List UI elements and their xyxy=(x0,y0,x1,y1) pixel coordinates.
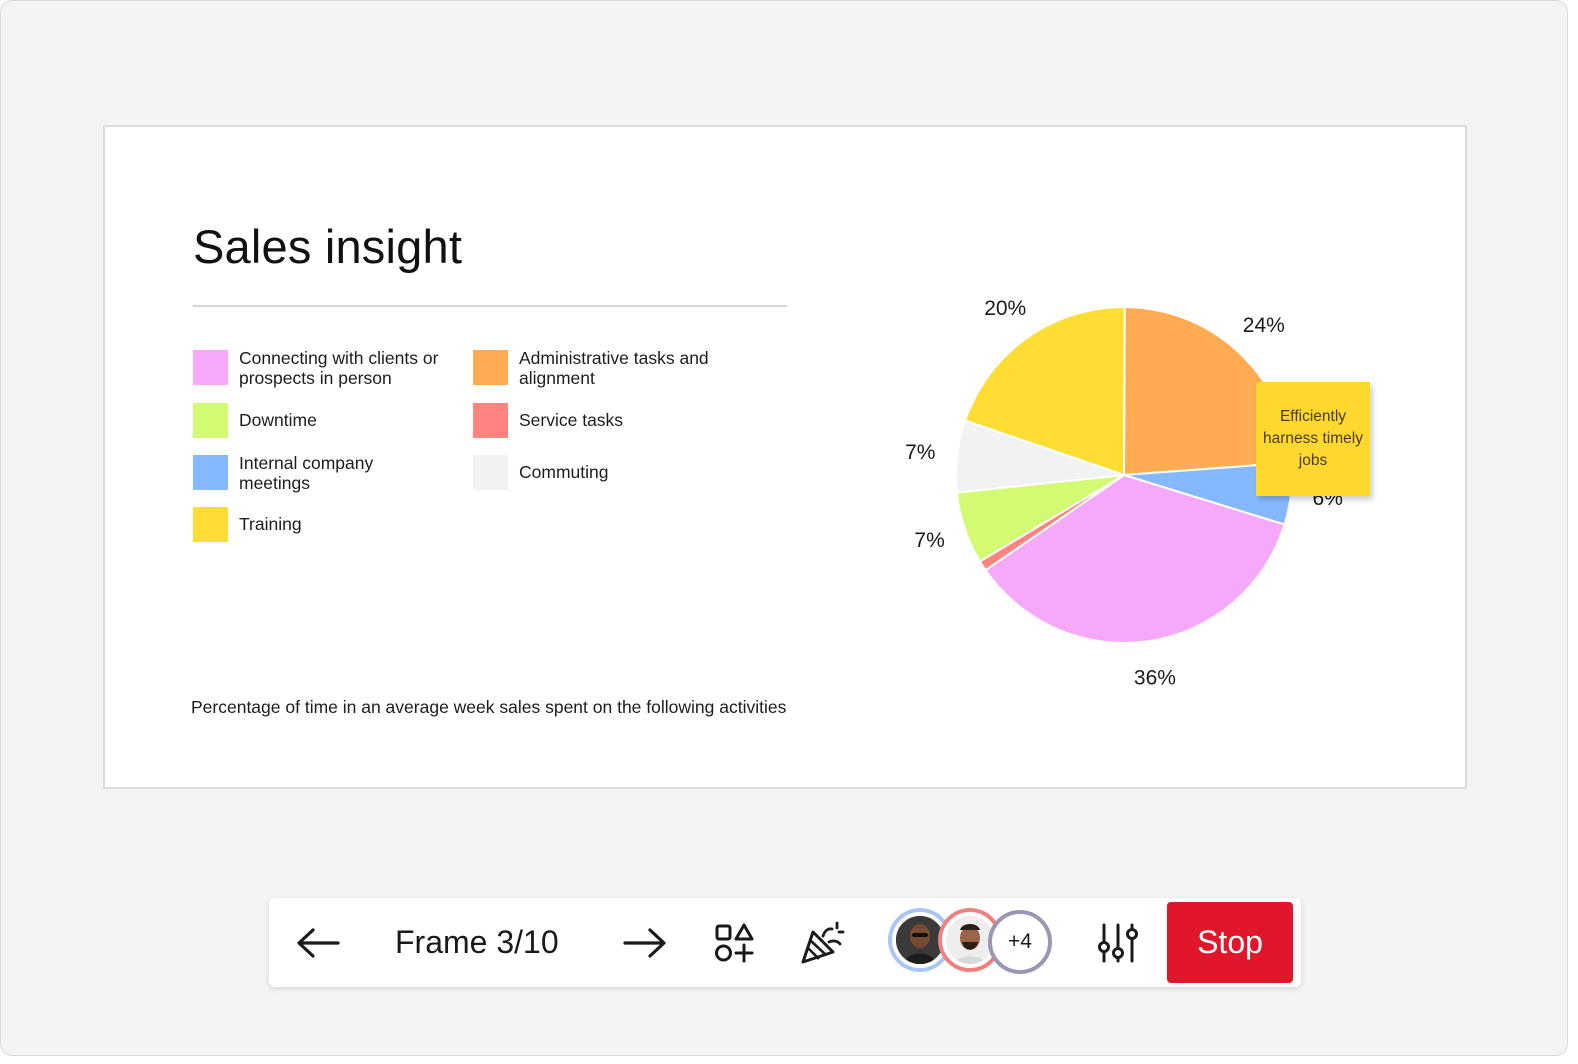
slide-title: Sales insight xyxy=(193,220,463,273)
legend-swatch xyxy=(473,350,508,385)
person-photo-icon xyxy=(896,916,944,964)
legend-item-internal-meetings: Internal company meetings xyxy=(193,453,399,493)
settings-button[interactable] xyxy=(1089,898,1147,987)
legend-swatch xyxy=(193,403,228,438)
slice-percent-label: 20% xyxy=(984,297,1026,320)
legend-label: Commuting xyxy=(519,462,609,482)
legend-swatch xyxy=(193,507,228,542)
slice-percent-label: 24% xyxy=(1243,314,1285,337)
presentation-frame: Sales insight Connecting with clients or… xyxy=(103,125,1467,789)
pie-slice xyxy=(963,306,1126,477)
sliders-icon xyxy=(1098,923,1138,962)
avatar[interactable] xyxy=(892,912,948,968)
presentation-toolbar: Frame 3/10 xyxy=(269,898,1301,987)
legend-swatch xyxy=(473,455,508,490)
legend-item-commuting: Commuting xyxy=(473,455,608,490)
legend-swatch xyxy=(193,350,228,385)
legend-label: Administrative tasks and alignment xyxy=(519,348,709,388)
slice-percent-label: 36% xyxy=(1134,667,1176,690)
legend-label: Connecting with clients or prospects in … xyxy=(239,348,439,388)
legend-item-administrative: Administrative tasks and alignment xyxy=(473,348,729,388)
legend-label: Internal company meetings xyxy=(239,453,374,493)
shapes-button[interactable] xyxy=(705,898,763,987)
arrow-right-icon xyxy=(623,927,666,958)
legend-label: Downtime xyxy=(239,410,317,430)
previous-frame-button[interactable] xyxy=(287,898,349,987)
arrow-left-icon xyxy=(297,927,340,958)
chart-caption: Percentage of time in an average week sa… xyxy=(191,697,787,717)
legend-item-service: Service tasks xyxy=(473,403,623,438)
title-divider xyxy=(193,305,787,307)
legend-item-training: Training xyxy=(193,507,302,542)
legend-item-connecting: Connecting with clients or prospects in … xyxy=(193,348,439,388)
party-popper-icon xyxy=(801,921,845,963)
legend-label: Training xyxy=(239,514,302,534)
next-frame-button[interactable] xyxy=(615,898,675,987)
slice-percent-label: 7% xyxy=(905,441,935,464)
reactions-button[interactable] xyxy=(793,898,853,987)
sticky-note[interactable]: Efficiently harness timely jobs xyxy=(1256,382,1370,496)
legend-label: Service tasks xyxy=(519,410,624,430)
slice-percent-label: 7% xyxy=(914,529,944,552)
person-photo-icon xyxy=(946,916,994,964)
more-participants[interactable]: +4 xyxy=(988,910,1052,974)
legend-swatch xyxy=(193,455,228,490)
pie-chart: 24%6%36%7%7%20% xyxy=(905,297,1343,690)
stop-presenting-button[interactable]: Stop xyxy=(1167,902,1293,983)
shapes-icon xyxy=(715,923,754,962)
legend-item-downtime: Downtime xyxy=(193,403,317,438)
frame-counter: Frame 3/10 xyxy=(395,924,559,960)
pie-slice xyxy=(984,473,1286,644)
legend-swatch xyxy=(473,403,508,438)
